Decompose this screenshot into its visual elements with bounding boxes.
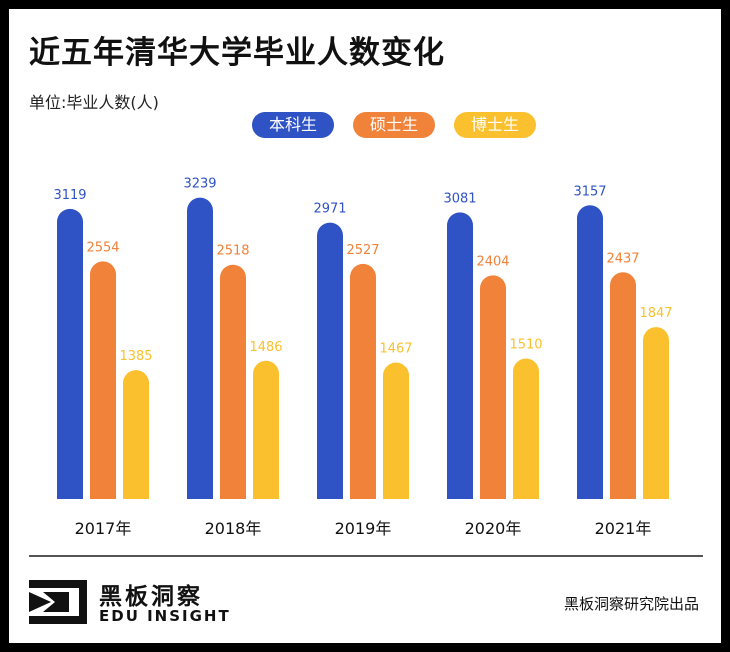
bar-doctoral-2 — [383, 362, 409, 499]
edu-insight-logo-icon — [29, 580, 87, 624]
data-label-master-3: 2404 — [476, 254, 509, 269]
bar-doctoral-3 — [513, 358, 539, 499]
bar-doctoral-4 — [643, 327, 669, 499]
data-label-doctoral-3: 1510 — [509, 338, 542, 353]
bar-undergraduate-4 — [577, 205, 603, 499]
brand-name: 黑板洞察 — [99, 584, 203, 610]
x-tick-label-2: 2019年 — [335, 519, 392, 538]
legend-master: 硕士生 — [353, 112, 435, 138]
data-label-master-1: 2518 — [216, 244, 249, 259]
footer-divider — [29, 555, 703, 557]
bar-doctoral-0 — [123, 370, 149, 499]
bar-chart: 3119 2554 1385 2017年 3239 2518 1486 2018年 2971 25… — [53, 177, 672, 538]
data-label-undergraduate-3: 3081 — [443, 191, 476, 206]
legend-undergraduate: 本科生 — [252, 112, 334, 138]
x-tick-label-0: 2017年 — [75, 519, 132, 538]
bar-master-1 — [220, 264, 246, 499]
bar-undergraduate-3 — [447, 212, 473, 499]
data-label-master-0: 2554 — [86, 240, 119, 255]
data-label-undergraduate-4: 3157 — [573, 184, 606, 199]
bar-master-3 — [480, 275, 506, 499]
brand-english-name: EDU INSIGHT — [99, 607, 231, 625]
chart-title: 近五年清华大学毕业人数变化 — [29, 35, 445, 71]
x-tick-label-1: 2018年 — [205, 519, 262, 538]
data-label-master-4: 2437 — [606, 251, 639, 266]
legend-doctoral: 博士生 — [454, 112, 536, 138]
data-label-doctoral-4: 1847 — [639, 306, 672, 321]
data-label-master-2: 2527 — [346, 243, 379, 258]
unit-label: 单位:毕业人数(人) — [29, 93, 159, 112]
data-label-undergraduate-2: 2971 — [313, 202, 346, 217]
chart-card: 近五年清华大学毕业人数变化 单位:毕业人数(人) 本科生 硕士生 博士生 311… — [9, 9, 721, 643]
data-label-doctoral-2: 1467 — [379, 342, 412, 357]
data-label-doctoral-0: 1385 — [119, 349, 152, 364]
bar-master-4 — [610, 272, 636, 499]
data-label-doctoral-1: 1486 — [249, 340, 282, 355]
x-tick-label-3: 2020年 — [465, 519, 522, 538]
credit-text: 黑板洞察研究院出品 — [563, 595, 699, 613]
bar-doctoral-1 — [253, 360, 279, 499]
bar-master-0 — [90, 261, 116, 499]
bar-master-2 — [350, 263, 376, 499]
bar-undergraduate-1 — [187, 197, 213, 499]
bar-undergraduate-0 — [57, 208, 83, 499]
x-tick-label-4: 2021年 — [595, 519, 652, 538]
data-label-undergraduate-1: 3239 — [183, 177, 216, 192]
data-label-undergraduate-0: 3119 — [53, 188, 86, 203]
bar-undergraduate-2 — [317, 222, 343, 499]
